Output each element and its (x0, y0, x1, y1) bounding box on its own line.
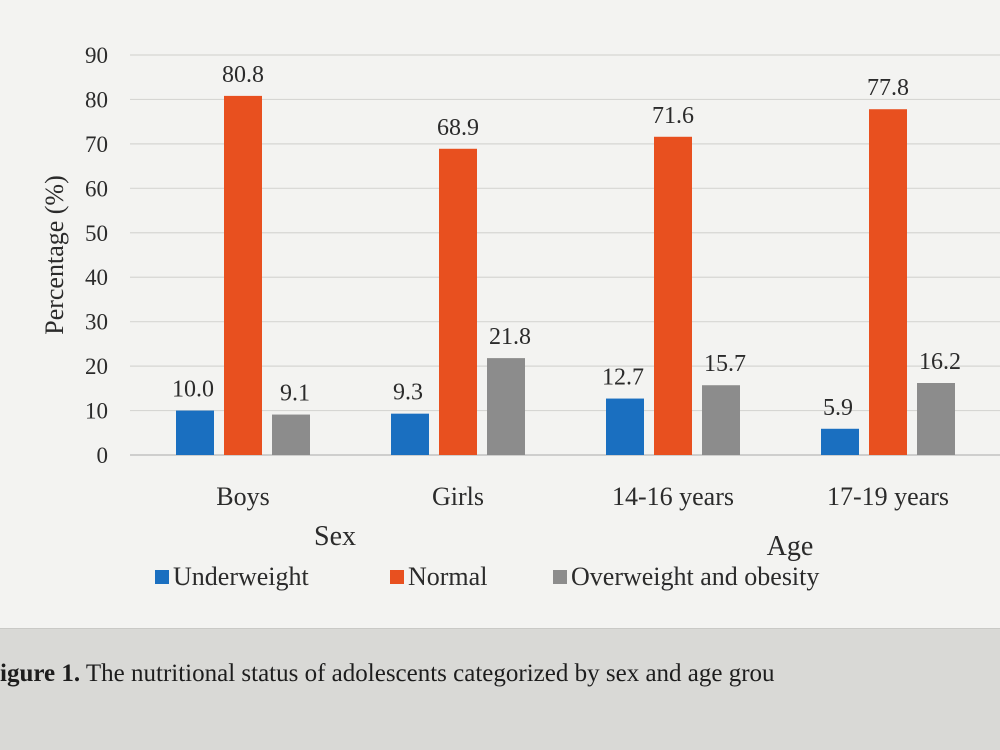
chart-panel: 0 10 20 30 40 50 60 70 80 90 Percentage (%) 10.0 9… (0, 0, 1000, 629)
bar-overweight-and-obesity (702, 385, 740, 455)
x-axis-group-labels: Sex Age (314, 521, 813, 562)
x-category-label: 14-16 years (612, 482, 734, 511)
bar-overweight-and-obesity (487, 358, 525, 455)
figure-caption: igure 1. The nutritional status of adole… (0, 660, 1000, 700)
bar-overweight-and-obesity (917, 383, 955, 455)
y-tick-label: 50 (85, 221, 108, 246)
legend-swatch (390, 570, 404, 584)
data-label: 9.3 (393, 380, 423, 406)
x-category-label: 17-19 years (827, 482, 949, 511)
y-tick-label: 10 (85, 399, 108, 424)
y-tick-label: 80 (85, 87, 108, 112)
bar-normal (439, 148, 477, 455)
y-axis-label: Percentage (%) (40, 175, 69, 335)
x-category-label: Boys (216, 482, 269, 511)
bar-normal (224, 95, 262, 455)
x-group-label: Sex (314, 521, 356, 552)
bars (176, 95, 955, 455)
data-label: 5.9 (823, 395, 853, 421)
data-label: 16.2 (919, 349, 961, 375)
y-tick-label: 40 (85, 265, 108, 290)
data-label: 71.6 (652, 103, 694, 129)
caption-text: The nutritional status of adolescents ca… (80, 660, 775, 687)
data-label: 21.8 (489, 324, 531, 350)
y-tick-label: 20 (85, 354, 108, 379)
data-label: 12.7 (602, 365, 644, 391)
bar-underweight (176, 410, 214, 455)
data-label: 10.0 (172, 377, 214, 403)
bar-underweight (391, 413, 429, 455)
y-tick-label: 70 (85, 132, 108, 157)
data-label: 77.8 (867, 75, 909, 101)
bar-overweight-and-obesity (272, 414, 310, 455)
y-tick-label: 30 (85, 310, 108, 335)
data-label: 68.9 (437, 115, 479, 141)
legend-swatch (553, 570, 567, 584)
bar-underweight (821, 428, 859, 455)
data-labels: 10.0 9.3 12.7 5.9 80.8 68.9 71.6 77.8 9.1 21.8 15.… (172, 62, 961, 421)
x-category-label: Girls (432, 482, 484, 511)
bar-chart: 0 10 20 30 40 50 60 70 80 90 Percentage (%) 10.0 9… (40, 43, 1000, 591)
legend-label: Normal (408, 562, 487, 591)
y-tick-label: 0 (97, 443, 109, 468)
x-axis-categories: Boys Girls 14-16 years 17-19 years (216, 482, 949, 511)
y-tick-label: 90 (85, 43, 108, 68)
data-label: 80.8 (222, 62, 264, 88)
data-label: 15.7 (704, 351, 746, 377)
gridlines (130, 54, 1000, 456)
x-group-label: Age (767, 531, 814, 562)
bar-normal (869, 109, 907, 455)
bar-underweight (606, 398, 644, 455)
caption-prefix: igure 1. (0, 660, 81, 687)
bar-normal (654, 136, 692, 455)
data-label: 9.1 (280, 381, 310, 407)
legend-label: Overweight and obesity (571, 562, 819, 591)
y-tick-label: 60 (85, 176, 108, 201)
legend-swatch (155, 570, 169, 584)
legend-label: Underweight (173, 562, 310, 591)
y-axis: 0 10 20 30 40 50 60 70 80 90 (85, 43, 108, 468)
legend: Underweight Normal Overweight and obesity (155, 562, 819, 591)
